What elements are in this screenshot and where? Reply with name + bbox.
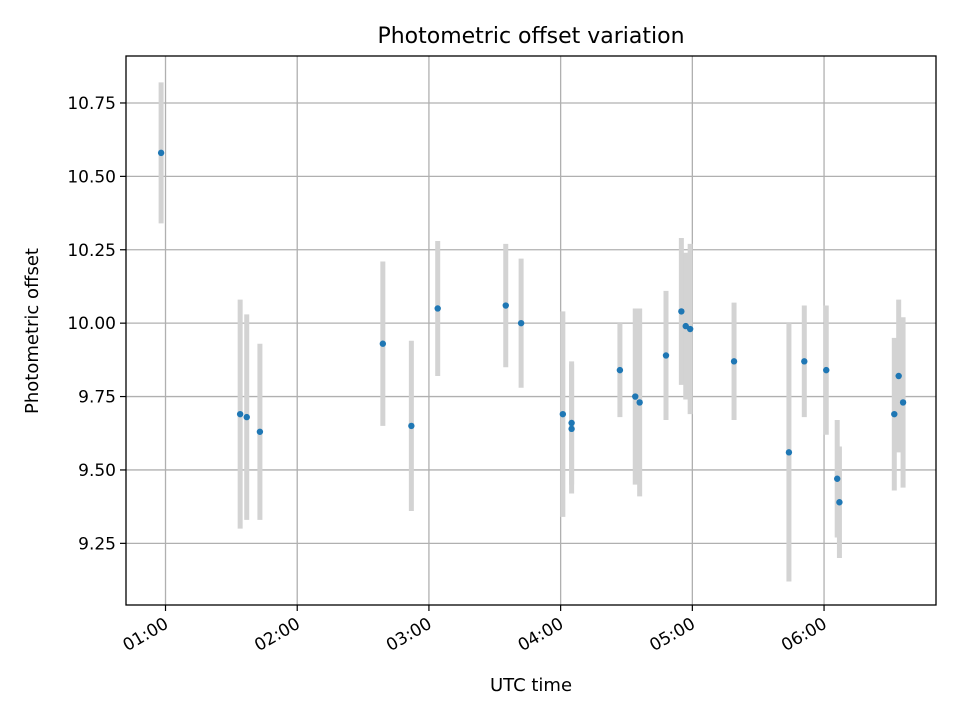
- data-point: [434, 305, 441, 312]
- data-point: [836, 499, 843, 506]
- data-point: [157, 149, 165, 157]
- y-tick-label: 10.75: [67, 94, 116, 114]
- data-point: [502, 302, 509, 309]
- y-tick-label: 10.50: [67, 167, 116, 187]
- data-point: [568, 419, 575, 427]
- data-point: [632, 393, 639, 400]
- data-point: [891, 410, 898, 418]
- chart-title: Photometric offset variation: [377, 24, 684, 49]
- x-axis-label: UTC time: [490, 675, 572, 696]
- data-point: [662, 352, 670, 359]
- data-point: [559, 410, 567, 418]
- y-tick-label: 10.00: [67, 314, 116, 334]
- data-point: [834, 475, 841, 482]
- data-point: [785, 449, 793, 456]
- data-point: [408, 422, 415, 430]
- plot-frame: [125, 55, 937, 606]
- data-point: [899, 399, 907, 406]
- data-point: [678, 308, 685, 315]
- y-tick-label: 9.75: [78, 388, 116, 408]
- data-points: [157, 149, 907, 506]
- data-point: [236, 410, 244, 418]
- data-point: [568, 425, 575, 433]
- data-point: [243, 413, 250, 421]
- data-point: [895, 372, 902, 380]
- data-point: [801, 358, 808, 365]
- data-point: [823, 366, 830, 374]
- data-point: [686, 325, 694, 333]
- data-point: [636, 399, 643, 406]
- y-tick-label: 9.50: [78, 461, 116, 481]
- data-point: [616, 366, 624, 374]
- data-point: [256, 428, 264, 435]
- data-point: [379, 340, 387, 347]
- data-point: [730, 358, 738, 365]
- y-axis-label: Photometric offset: [22, 248, 43, 414]
- data-point: [517, 319, 525, 327]
- y-tick-label: 10.25: [67, 241, 116, 261]
- y-tick-label: 9.25: [78, 534, 116, 554]
